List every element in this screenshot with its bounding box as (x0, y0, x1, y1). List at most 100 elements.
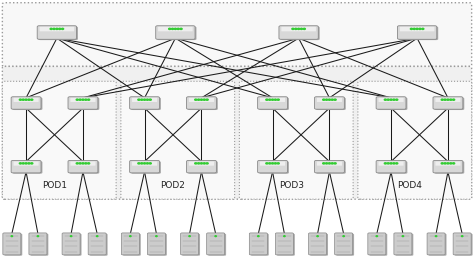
FancyBboxPatch shape (13, 162, 38, 166)
FancyBboxPatch shape (181, 233, 199, 255)
Circle shape (343, 236, 344, 237)
FancyBboxPatch shape (129, 97, 159, 109)
Circle shape (172, 28, 173, 30)
Circle shape (274, 99, 276, 100)
Circle shape (155, 236, 157, 237)
FancyBboxPatch shape (260, 98, 285, 102)
Circle shape (266, 163, 268, 164)
Circle shape (450, 163, 452, 164)
Circle shape (25, 163, 27, 164)
Circle shape (203, 99, 205, 100)
Circle shape (138, 163, 140, 164)
FancyBboxPatch shape (282, 27, 316, 31)
FancyBboxPatch shape (68, 97, 98, 109)
FancyBboxPatch shape (317, 98, 342, 102)
Circle shape (410, 28, 412, 30)
FancyBboxPatch shape (260, 162, 285, 166)
FancyBboxPatch shape (64, 234, 82, 256)
Circle shape (149, 163, 151, 164)
Circle shape (447, 99, 449, 100)
Circle shape (180, 28, 182, 30)
Circle shape (416, 28, 418, 30)
Circle shape (70, 236, 72, 237)
FancyBboxPatch shape (186, 160, 216, 173)
FancyBboxPatch shape (279, 26, 319, 39)
FancyBboxPatch shape (62, 233, 80, 255)
FancyBboxPatch shape (131, 98, 161, 110)
Circle shape (441, 163, 443, 164)
Circle shape (435, 236, 437, 237)
FancyBboxPatch shape (310, 234, 328, 256)
FancyBboxPatch shape (188, 98, 218, 110)
Circle shape (326, 99, 328, 100)
FancyBboxPatch shape (69, 161, 99, 174)
FancyBboxPatch shape (207, 233, 225, 255)
Circle shape (28, 99, 30, 100)
Circle shape (189, 236, 191, 237)
FancyBboxPatch shape (335, 233, 353, 255)
Circle shape (441, 99, 443, 100)
Circle shape (88, 99, 90, 100)
Circle shape (277, 163, 279, 164)
Circle shape (88, 163, 90, 164)
FancyBboxPatch shape (400, 27, 434, 31)
Circle shape (82, 163, 84, 164)
Text: POD2: POD2 (161, 181, 185, 190)
Circle shape (215, 236, 216, 237)
FancyBboxPatch shape (251, 234, 269, 256)
Circle shape (272, 99, 273, 100)
Circle shape (174, 28, 176, 30)
FancyBboxPatch shape (427, 233, 445, 255)
Circle shape (76, 163, 78, 164)
FancyBboxPatch shape (376, 160, 406, 173)
Circle shape (387, 163, 389, 164)
FancyBboxPatch shape (11, 160, 41, 173)
FancyBboxPatch shape (434, 161, 464, 174)
Circle shape (201, 99, 202, 100)
FancyBboxPatch shape (3, 233, 21, 255)
Circle shape (269, 163, 271, 164)
FancyBboxPatch shape (257, 97, 287, 109)
Circle shape (393, 99, 395, 100)
Circle shape (19, 163, 21, 164)
FancyBboxPatch shape (186, 97, 216, 109)
Circle shape (146, 99, 148, 100)
Circle shape (22, 163, 24, 164)
Circle shape (328, 163, 330, 164)
Circle shape (326, 163, 328, 164)
FancyBboxPatch shape (433, 160, 463, 173)
Circle shape (195, 163, 197, 164)
FancyBboxPatch shape (189, 98, 214, 102)
FancyBboxPatch shape (378, 98, 403, 102)
FancyBboxPatch shape (69, 98, 99, 110)
FancyBboxPatch shape (182, 234, 200, 256)
Circle shape (303, 28, 305, 30)
FancyBboxPatch shape (39, 27, 74, 31)
Circle shape (384, 163, 386, 164)
FancyBboxPatch shape (208, 234, 226, 256)
Circle shape (396, 163, 398, 164)
Circle shape (206, 99, 208, 100)
Circle shape (272, 163, 273, 164)
Circle shape (283, 236, 285, 237)
FancyBboxPatch shape (38, 27, 78, 40)
Circle shape (146, 163, 148, 164)
Circle shape (258, 236, 259, 237)
Circle shape (25, 99, 27, 100)
Circle shape (444, 163, 446, 164)
FancyBboxPatch shape (70, 98, 96, 102)
FancyBboxPatch shape (129, 160, 159, 173)
Text: POD3: POD3 (279, 181, 304, 190)
FancyBboxPatch shape (399, 27, 438, 40)
FancyBboxPatch shape (2, 81, 116, 199)
FancyBboxPatch shape (13, 98, 38, 102)
FancyBboxPatch shape (277, 234, 295, 256)
Circle shape (453, 163, 455, 164)
Circle shape (79, 163, 81, 164)
FancyBboxPatch shape (121, 233, 139, 255)
FancyBboxPatch shape (377, 161, 407, 174)
FancyBboxPatch shape (369, 234, 387, 256)
Circle shape (82, 99, 84, 100)
Circle shape (198, 163, 200, 164)
Circle shape (334, 163, 336, 164)
